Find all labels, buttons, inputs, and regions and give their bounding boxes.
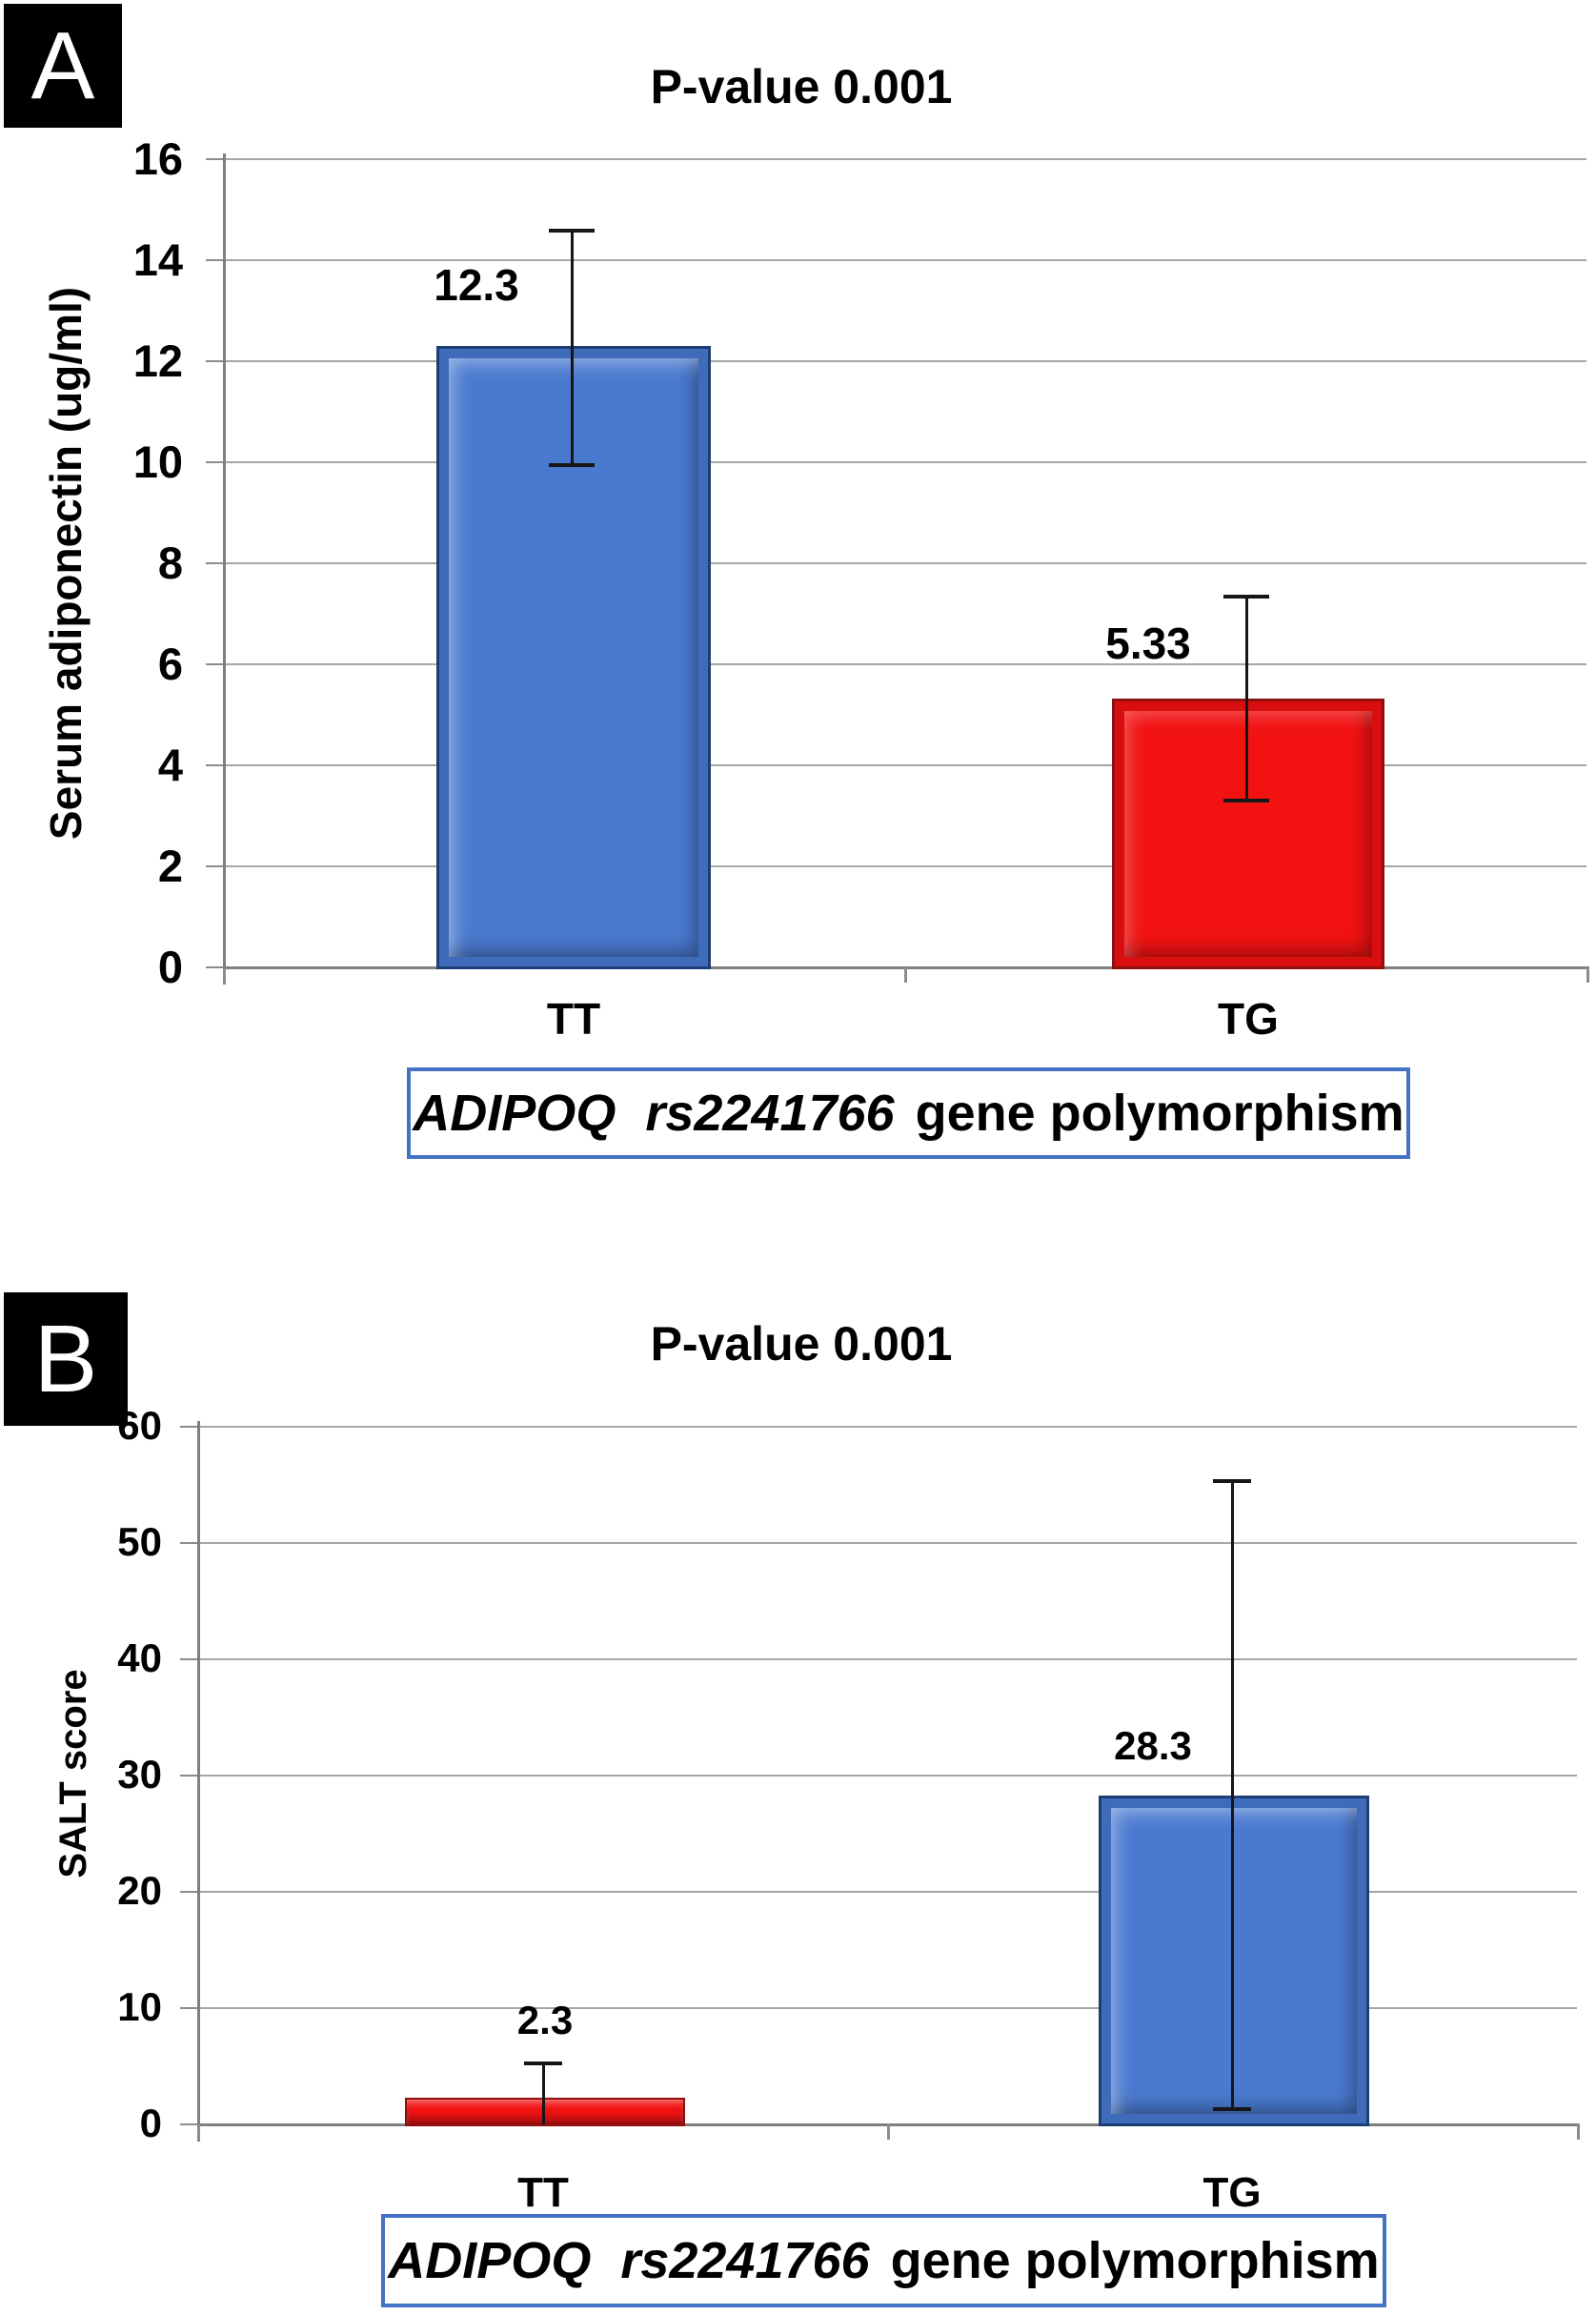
error-bar-cap-top — [524, 2061, 562, 2066]
x-axis-title-gene: ADIPOQ rs2241766 — [388, 2232, 870, 2289]
chart-title: P-value 0.001 — [650, 1317, 953, 1371]
error-bar — [571, 230, 574, 465]
x-axis-tick — [197, 2124, 200, 2140]
y-axis-tick — [180, 1658, 197, 1660]
y-axis-tick — [180, 1775, 197, 1777]
gridline — [226, 461, 1586, 463]
gridline — [200, 1891, 1577, 1893]
y-axis-tick — [206, 360, 223, 362]
bar-tg[interactable] — [1099, 1795, 1369, 2126]
error-bar — [542, 2062, 545, 2124]
error-bar-cap-top — [1213, 1479, 1251, 1484]
error-bar-cap-top — [549, 229, 595, 234]
gridline — [200, 1658, 1577, 1660]
x-category-label: TT — [546, 994, 601, 1044]
error-bar-cap-bottom — [549, 462, 595, 467]
error-bar — [1231, 1480, 1234, 2110]
y-axis-line — [197, 1421, 200, 2142]
x-axis-tick — [904, 967, 907, 983]
y-axis-tick-label: 16 — [132, 133, 183, 184]
y-axis-tick-label: 40 — [117, 1635, 162, 1680]
y-axis-tick — [206, 158, 223, 160]
y-axis-tick-label: 4 — [157, 740, 183, 790]
y-axis-tick-label: 50 — [117, 1519, 162, 1564]
y-axis-tick-label: 0 — [157, 942, 183, 992]
bar-tg[interactable] — [1112, 698, 1384, 969]
gridline — [226, 259, 1586, 261]
x-axis-title-text: gene polymorphism — [915, 1085, 1404, 1142]
y-axis-tick-label: 60 — [117, 1403, 162, 1448]
x-axis-title-text: gene polymorphism — [890, 2232, 1380, 2289]
y-axis-tick — [180, 1891, 197, 1893]
gridline — [226, 360, 1586, 362]
y-axis-tick — [206, 865, 223, 867]
panel-letter: B — [33, 1306, 98, 1412]
error-bar-cap-bottom — [1213, 2107, 1251, 2112]
y-axis-tick — [180, 1542, 197, 1544]
y-axis-tick — [206, 966, 223, 968]
gridline — [200, 1775, 1577, 1777]
gridline — [200, 1426, 1577, 1428]
y-axis-tick-label: 20 — [117, 1868, 162, 1913]
y-axis-tick-label: 8 — [157, 538, 183, 588]
y-axis-tick-label: 10 — [117, 1984, 162, 2029]
y-axis-tick — [180, 1426, 197, 1428]
gridline — [226, 158, 1586, 160]
y-axis-tick — [206, 663, 223, 665]
y-axis-tick-label: 14 — [132, 234, 183, 285]
gridline — [226, 562, 1586, 564]
bar-tt[interactable] — [436, 346, 711, 969]
panel-letter-badge: A — [4, 4, 122, 128]
error-bar-cap-bottom — [1223, 799, 1269, 803]
y-axis-tick — [206, 764, 223, 766]
bar-value-label: 12.3 — [434, 260, 519, 310]
panel-letter-badge: B — [4, 1292, 128, 1426]
x-axis-tick — [887, 2124, 890, 2140]
x-axis-tick — [1586, 967, 1589, 983]
y-axis-tick-label: 6 — [157, 639, 183, 689]
gridline — [226, 865, 1586, 867]
chart-title: P-value 0.001 — [650, 60, 953, 113]
panel-letter: A — [30, 12, 95, 119]
x-axis-title-gene: ADIPOQ rs2241766 — [413, 1085, 895, 1142]
error-bar — [1245, 596, 1248, 802]
y-axis-tick — [180, 2123, 197, 2125]
gridline — [226, 663, 1586, 665]
y-axis-tick — [206, 461, 223, 463]
x-axis-tick — [223, 967, 226, 983]
y-axis-tick-label: 10 — [132, 437, 183, 487]
x-axis-title-box: ADIPOQ rs2241766 gene polymorphism — [407, 1067, 1410, 1159]
gridline — [200, 2007, 1577, 2009]
y-axis-tick — [180, 2007, 197, 2009]
y-axis-tick-label: 2 — [157, 841, 183, 891]
y-axis-tick-label: 12 — [132, 335, 183, 386]
y-axis-tick — [206, 562, 223, 564]
y-axis-tick-label: 30 — [117, 1752, 162, 1797]
bar-value-label: 28.3 — [1114, 1723, 1192, 1768]
y-axis-tick-label: 0 — [139, 2101, 162, 2145]
y-axis-line — [223, 153, 226, 985]
x-axis-tick — [1577, 2124, 1580, 2140]
bar-tt[interactable] — [405, 2097, 685, 2126]
bar-value-label: 5.33 — [1105, 619, 1191, 668]
bar-value-label: 2.3 — [516, 1998, 574, 2042]
y-axis-tick — [206, 259, 223, 261]
x-category-label: TG — [1218, 994, 1279, 1044]
gridline — [200, 1542, 1577, 1544]
x-category-label: TT — [517, 2169, 569, 2216]
error-bar-cap-top — [1223, 595, 1269, 599]
x-axis-title-box: ADIPOQ rs2241766 gene polymorphism — [381, 2214, 1386, 2307]
x-category-label: TG — [1202, 2169, 1262, 2216]
gridline — [226, 764, 1586, 766]
